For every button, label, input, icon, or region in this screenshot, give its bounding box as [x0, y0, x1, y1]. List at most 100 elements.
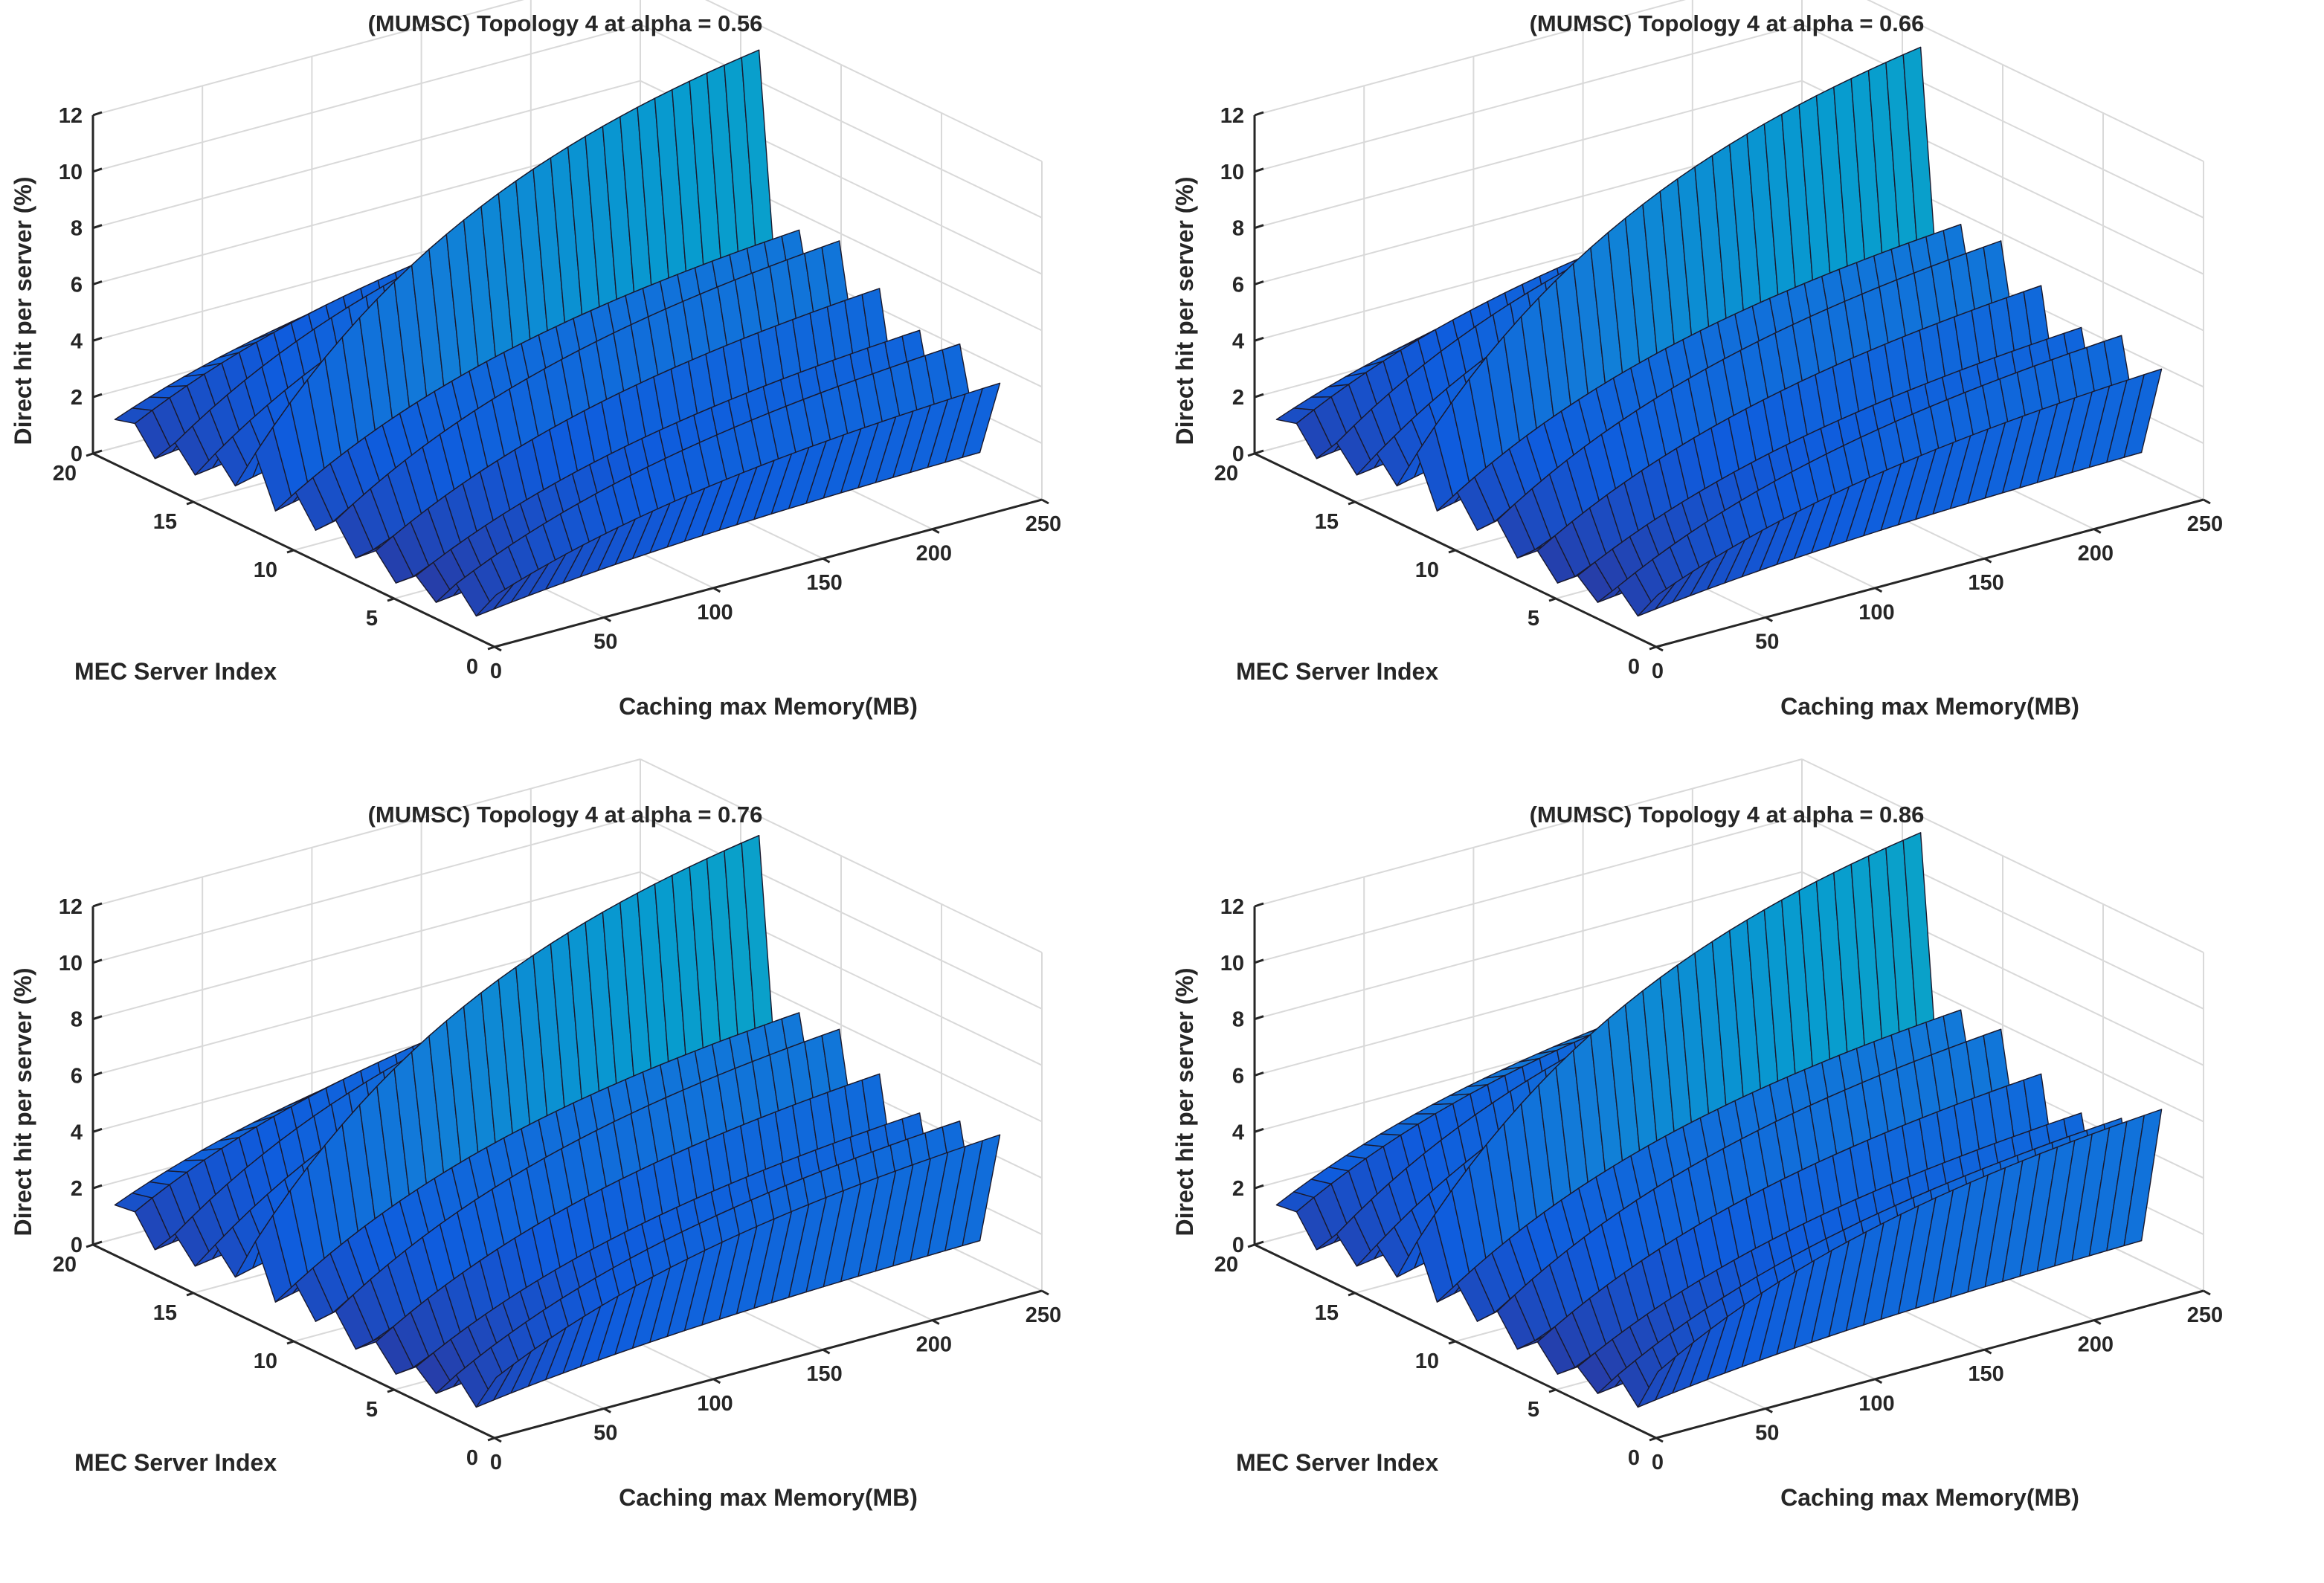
- x-axis-label: Caching max Memory(MB): [1780, 1484, 2079, 1511]
- x-tick-mark: [1655, 645, 1664, 652]
- x-tick-mark: [1765, 1408, 1773, 1413]
- surface: [114, 835, 1001, 1408]
- y-tick-label: 0: [1628, 655, 1640, 679]
- x-tick-label: 200: [2078, 1333, 2114, 1357]
- surface-facet: [962, 1134, 1001, 1246]
- gridline-z-sidewall: [640, 814, 1043, 1010]
- surface: [1275, 46, 2163, 617]
- y-tick-label: 20: [53, 1253, 77, 1277]
- y-tick-label: 10: [254, 1350, 277, 1373]
- y-tick-label: 5: [366, 607, 378, 631]
- z-tick-mark: [92, 336, 103, 342]
- z-tick-mark: [1254, 1071, 1264, 1077]
- x-tick-label: 150: [806, 571, 842, 595]
- z-tick-label: 8: [1232, 1008, 1244, 1032]
- y-tick-mark: [86, 1243, 94, 1248]
- y-tick-label: 5: [366, 1398, 378, 1422]
- x-tick-mark: [1983, 557, 1992, 564]
- surface: [114, 49, 1001, 617]
- surface-facet: [2123, 1109, 2163, 1246]
- gridline-z-backwall: [1254, 758, 1803, 907]
- x-tick-label: 150: [1968, 571, 2003, 595]
- z-tick-mark: [1254, 336, 1264, 342]
- z-tick-label: 12: [59, 895, 83, 919]
- surface-facet: [2123, 368, 2163, 458]
- z-tick-label: 6: [71, 1065, 83, 1089]
- z-tick-mark: [1254, 1015, 1264, 1021]
- chart-panel-alpha-076: 0 50 100 150 200 250 0 5 10 15 20 0 2 4 6 8 10 12 (MUMSC) …: [0, 758, 1162, 1582]
- y-tick-mark: [1348, 500, 1356, 506]
- z-tick-mark: [1254, 902, 1264, 908]
- gridline-z-backwall: [1254, 23, 1803, 173]
- chart-panel-alpha-056: 0 50 100 150 200 250 0 5 10 15 20 0 2 4 6 8 10 12 (MUMSC) …: [0, 0, 1162, 791]
- z-tick-label: 4: [71, 329, 83, 353]
- y-tick-label: 0: [466, 1446, 478, 1470]
- z-axis-label: Direct hit per server (%): [10, 967, 36, 1236]
- y-axis-label: MEC Server Index: [1236, 1449, 1438, 1476]
- z-tick-mark: [92, 958, 103, 964]
- x-tick-mark: [712, 587, 721, 593]
- z-tick-mark: [92, 1015, 103, 1021]
- z-tick-mark: [92, 224, 103, 230]
- gridline-z-sidewall: [640, 23, 1043, 219]
- x-tick-mark: [494, 645, 502, 652]
- y-tick-label: 15: [153, 1301, 177, 1325]
- x-tick-label: 150: [806, 1362, 842, 1386]
- x-tick-label: 0: [1652, 1451, 1664, 1474]
- z-tick-mark: [92, 1240, 103, 1246]
- z-tick-mark: [92, 393, 103, 399]
- x-tick-mark: [712, 1378, 721, 1384]
- x-tick-mark: [1874, 1378, 1883, 1384]
- z-tick-mark: [92, 1184, 103, 1190]
- z-axis-label: Direct hit per server (%): [10, 176, 36, 445]
- z-tick-label: 6: [71, 274, 83, 297]
- z-tick-mark: [1254, 167, 1264, 173]
- x-tick-mark: [1765, 616, 1773, 622]
- z-tick-label: 6: [1232, 274, 1244, 297]
- z-tick-label: 8: [71, 217, 83, 241]
- x-axis-line: [494, 498, 1043, 648]
- x-tick-mark: [1874, 587, 1883, 593]
- x-tick-mark: [932, 528, 940, 534]
- z-tick-label: 12: [1220, 895, 1244, 919]
- y-tick-label: 20: [53, 462, 77, 486]
- surface: [1275, 832, 2163, 1408]
- x-tick-mark: [2203, 1289, 2211, 1296]
- x-tick-mark: [1041, 498, 1049, 505]
- z-tick-mark: [1254, 111, 1264, 117]
- y-tick-mark: [387, 597, 395, 602]
- z-tick-mark: [92, 449, 103, 455]
- y-tick-label: 10: [254, 558, 277, 582]
- z-tick-mark: [1254, 393, 1264, 399]
- y-tick-label: 15: [1315, 510, 1339, 534]
- y-tick-mark: [487, 645, 495, 651]
- x-tick-mark: [1983, 1348, 1992, 1355]
- y-axis-label: MEC Server Index: [74, 1449, 277, 1476]
- x-tick-label: 0: [1652, 660, 1664, 683]
- chart-panel-alpha-066: 0 50 100 150 200 250 0 5 10 15 20 0 2 4 6 8 10 12 (MUMSC) …: [1162, 0, 2323, 791]
- x-tick-label: 100: [697, 601, 733, 625]
- z-tick-mark: [1254, 449, 1264, 455]
- y-axis-label: MEC Server Index: [74, 658, 277, 685]
- y-tick-label: 0: [1628, 1446, 1640, 1470]
- z-tick-label: 10: [1220, 952, 1244, 976]
- x-axis-label: Caching max Memory(MB): [619, 693, 918, 720]
- x-tick-label: 50: [1755, 630, 1779, 654]
- z-tick-mark: [92, 902, 103, 908]
- gridline-z-sidewall: [1801, 758, 2204, 953]
- z-tick-mark: [92, 111, 103, 117]
- surface-plot-svg: 05010015020025005101520024681012(MUMSC) …: [1171, 758, 2223, 1511]
- x-tick-label: 250: [1026, 512, 1061, 536]
- x-tick-mark: [603, 1408, 611, 1413]
- x-tick-mark: [1041, 1289, 1049, 1296]
- y-tick-mark: [86, 452, 94, 457]
- gridline-z-backwall: [1254, 814, 1803, 964]
- chart-title: (MUMSC) Topology 4 at alpha = 0.86: [1530, 802, 1925, 828]
- y-tick-mark: [1448, 1340, 1456, 1345]
- y-tick-mark: [186, 500, 194, 506]
- y-tick-mark: [1348, 1292, 1356, 1297]
- y-tick-label: 15: [153, 510, 177, 534]
